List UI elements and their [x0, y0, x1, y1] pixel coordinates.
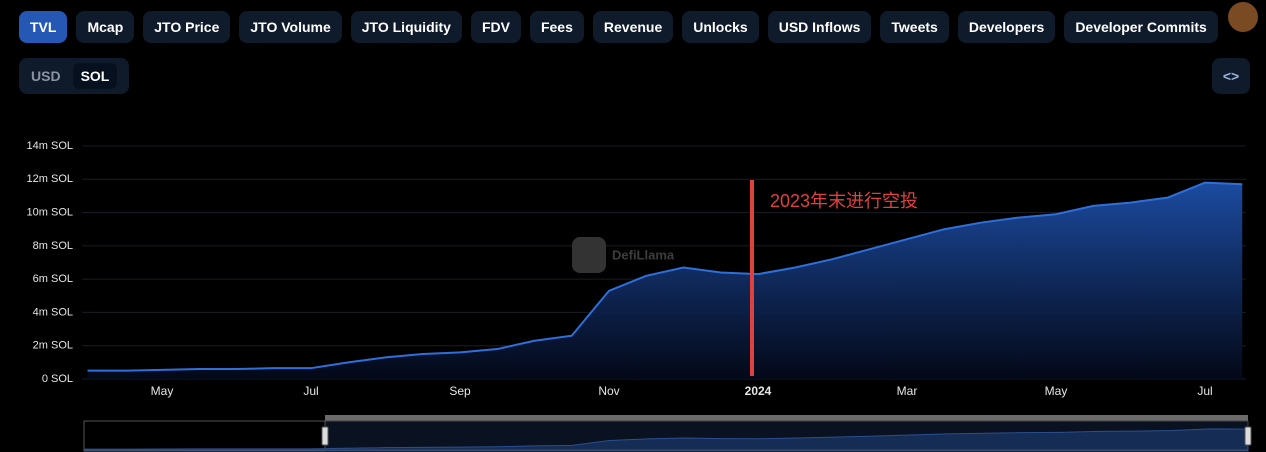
navigator-track	[325, 415, 1248, 421]
tab[interactable]: Developers	[957, 11, 1056, 43]
line	[87, 181, 1243, 372]
navigator-unselected	[83, 420, 326, 452]
currency-option[interactable]: USD	[31, 68, 61, 84]
tab[interactable]: Fees	[529, 11, 584, 43]
x-tick-label: 2024	[745, 384, 772, 398]
currency-toggle: USD SOL	[19, 58, 129, 94]
x-tick-label: Jul	[303, 384, 318, 398]
x-tick-label: May	[151, 384, 174, 398]
y-tick-label: 4m SOL	[33, 306, 73, 318]
tab[interactable]: FDV	[470, 11, 521, 43]
y-tick-label: 12m SOL	[27, 173, 73, 185]
tab[interactable]: TVL	[19, 11, 68, 43]
tab[interactable]: JTO Liquidity	[350, 11, 462, 43]
watermark: DefiLlama	[612, 247, 675, 262]
tab-bar: TVL Mcap JTO Price JTO Volume JTO Liquidity F…	[19, 11, 1218, 43]
y-tick-label: 2m SOL	[33, 340, 73, 352]
tab[interactable]: Mcap	[76, 11, 135, 43]
annotation: 2023年末进行空投	[770, 191, 918, 211]
y-tick-label: 14m SOL	[27, 140, 73, 152]
x-tick-label: Sep	[449, 384, 471, 398]
avatar[interactable]	[1228, 2, 1258, 32]
y-tick-label: 0 SOL	[42, 373, 73, 385]
tab[interactable]: Unlocks	[682, 11, 759, 43]
tab[interactable]: Revenue	[592, 11, 674, 43]
watermark-logo	[572, 237, 606, 273]
x-tick-label: Nov	[598, 384, 619, 398]
navigator-handle	[321, 426, 329, 446]
tab[interactable]: Developer Commits	[1064, 11, 1218, 43]
embed-button[interactable]: <>	[1212, 58, 1250, 94]
tab[interactable]: JTO Volume	[239, 11, 342, 43]
x-tick-label: Jul	[1197, 384, 1212, 398]
x-tick-label: Mar	[897, 384, 918, 398]
y-tick-label: 6m SOL	[33, 273, 73, 285]
tab[interactable]: USD Inflows	[767, 11, 872, 43]
navigator-handle	[1244, 426, 1252, 446]
navigator-area	[83, 428, 1249, 451]
tab[interactable]: Tweets	[880, 11, 949, 43]
x-tick-label: May	[1045, 384, 1068, 398]
area	[87, 182, 1243, 379]
currency-option[interactable]: SOL	[72, 63, 118, 89]
tab[interactable]: JTO Price	[143, 11, 231, 43]
y-tick-label: 8m SOL	[33, 240, 73, 252]
y-tick-label: 10m SOL	[27, 206, 73, 218]
